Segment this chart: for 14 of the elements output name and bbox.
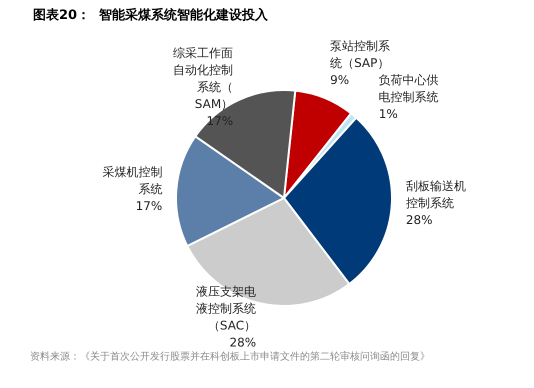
slice-label: 综采工作面自动化控制系统（SAM） [173, 46, 234, 112]
slice-label: 负荷中心供电控制系统 [378, 72, 439, 104]
slice-label: 刮板输送机控制系统 [406, 179, 466, 210]
slice-label: 采煤机控制系统 [102, 165, 162, 196]
data-label: 28% [229, 335, 256, 350]
slice-label: 泵站控制系统（SAP） [330, 39, 390, 70]
data-label: 17% [206, 114, 234, 128]
data-label: 28% [406, 213, 433, 228]
text: 资料来源：《关于首次公开发行股票并在科创板上市申请文件的第二轮审核问询函的回复》 [30, 350, 430, 362]
slice-label: 液压支架电液控制系统（SAC） [196, 284, 256, 332]
data-label: 17% [136, 199, 162, 214]
chart-title: 图表20： 智能采煤系统智能化建设投入 [33, 7, 270, 23]
data-label: 9% [330, 73, 350, 88]
data-label: 1% [378, 106, 398, 121]
